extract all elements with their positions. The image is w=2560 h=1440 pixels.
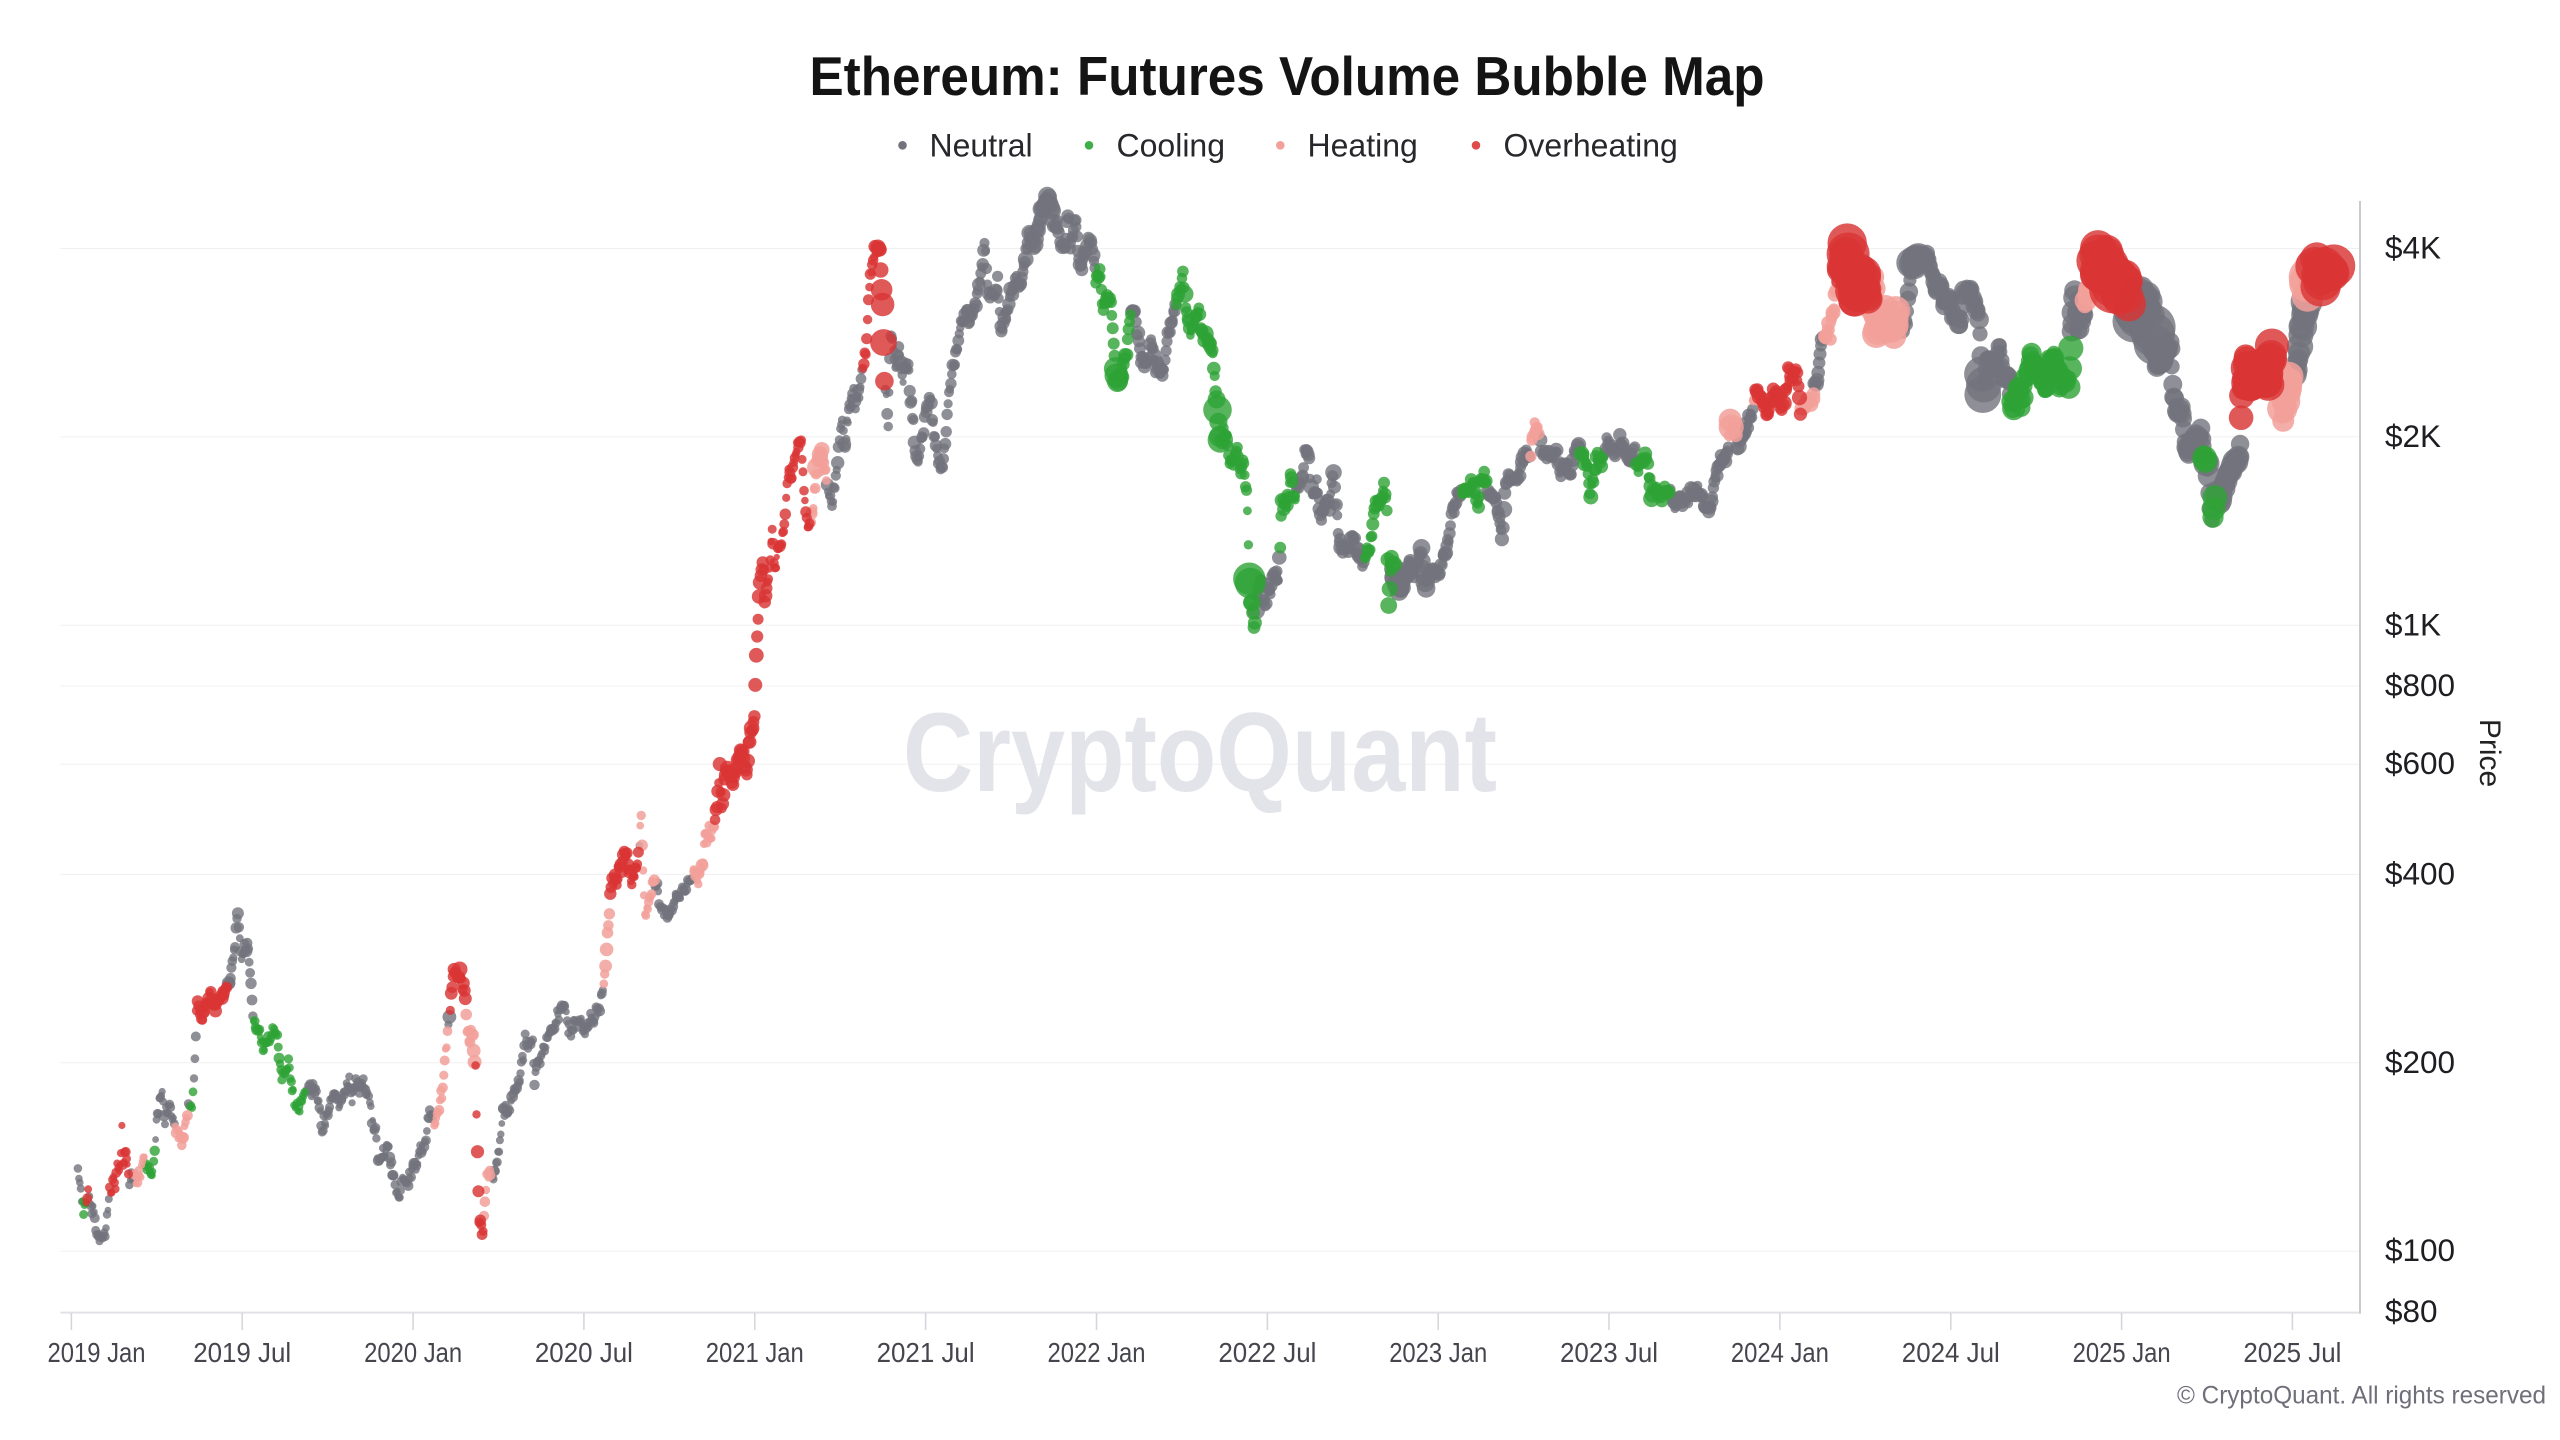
svg-text:© CryptoQuant. All rights rese: © CryptoQuant. All rights reserved <box>2177 1382 2546 1410</box>
svg-text:CryptoQuant: CryptoQuant <box>903 690 1497 815</box>
svg-text:Heating: Heating <box>1308 128 1418 164</box>
svg-text:2021 Jan: 2021 Jan <box>706 1337 804 1368</box>
svg-text:2020 Jul: 2020 Jul <box>535 1337 633 1368</box>
svg-text:$200: $200 <box>2385 1044 2455 1080</box>
svg-text:2022 Jul: 2022 Jul <box>1218 1337 1316 1368</box>
svg-text:2019 Jan: 2019 Jan <box>48 1337 146 1368</box>
svg-text:2024 Jan: 2024 Jan <box>1731 1337 1829 1368</box>
svg-text:$4K: $4K <box>2385 230 2441 266</box>
svg-text:Ethereum: Futures Volume Bubbl: Ethereum: Futures Volume Bubble Map <box>810 45 1765 107</box>
svg-text:$800: $800 <box>2385 667 2455 703</box>
svg-text:$100: $100 <box>2385 1232 2455 1268</box>
svg-text:2022 Jan: 2022 Jan <box>1048 1337 1146 1368</box>
svg-text:2019 Jul: 2019 Jul <box>193 1337 291 1368</box>
svg-text:Neutral: Neutral <box>930 128 1033 164</box>
svg-text:2023 Jul: 2023 Jul <box>1560 1337 1658 1368</box>
svg-text:$600: $600 <box>2385 745 2455 781</box>
svg-text:$80: $80 <box>2385 1293 2438 1329</box>
svg-text:$2K: $2K <box>2385 418 2441 454</box>
svg-text:Price: Price <box>2473 719 2506 787</box>
svg-text:2021 Jul: 2021 Jul <box>877 1337 975 1368</box>
svg-text:2025 Jul: 2025 Jul <box>2243 1337 2341 1368</box>
svg-text:2025 Jan: 2025 Jan <box>2073 1337 2171 1368</box>
svg-text:2024 Jul: 2024 Jul <box>1902 1337 2000 1368</box>
svg-text:2023 Jan: 2023 Jan <box>1389 1337 1487 1368</box>
svg-text:2020 Jan: 2020 Jan <box>364 1337 462 1368</box>
svg-text:Overheating: Overheating <box>1504 128 1678 164</box>
svg-text:$1K: $1K <box>2385 606 2441 642</box>
svg-text:$400: $400 <box>2385 855 2455 891</box>
svg-text:Cooling: Cooling <box>1117 128 1226 164</box>
